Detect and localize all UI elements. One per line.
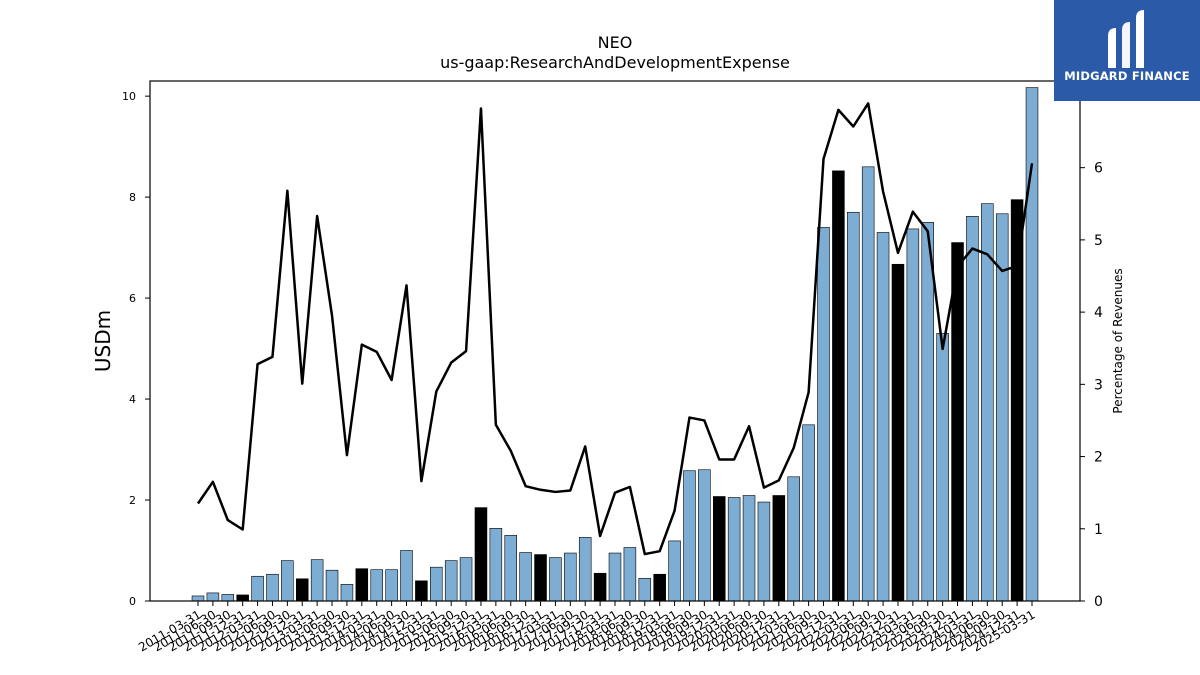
bar <box>906 228 920 602</box>
logo-text: MIDGARD FINANCE <box>1064 69 1190 83</box>
bar <box>847 211 860 602</box>
y-right-tick-label: 3 <box>1094 377 1103 393</box>
y-tick-label: 6 <box>129 292 136 305</box>
bar <box>310 559 324 602</box>
bar <box>921 222 934 602</box>
bar <box>489 527 503 602</box>
bar <box>698 469 711 602</box>
bar <box>861 166 875 602</box>
bar <box>802 424 815 602</box>
midgard-logo-icon <box>1108 10 1144 68</box>
y-axis-label: USDm <box>91 310 115 372</box>
bar <box>608 552 622 602</box>
chart-subtitle: us-gaap:ResearchAndDevelopmentExpense <box>440 53 790 72</box>
bar <box>281 560 294 602</box>
bar <box>757 501 771 602</box>
bar <box>504 535 518 602</box>
bar <box>251 575 264 602</box>
percentage-line <box>196 102 1034 556</box>
y-tick-label: 8 <box>129 191 136 204</box>
bar <box>534 554 547 602</box>
bar <box>832 170 845 602</box>
bar <box>787 476 800 602</box>
y-right-tick-label: 4 <box>1094 305 1103 321</box>
y-right-tick-label: 0 <box>1094 594 1103 610</box>
bar <box>400 550 413 602</box>
bar <box>772 495 786 602</box>
y-axis-right-label: Percentage of Revenues <box>1111 268 1125 413</box>
bar <box>564 552 577 602</box>
bar <box>653 573 666 602</box>
bar <box>876 232 890 602</box>
bar <box>459 557 473 602</box>
bar <box>191 595 205 602</box>
bar <box>966 216 979 602</box>
brand-logo: MIDGARD FINANCE <box>1054 0 1200 101</box>
bar <box>683 470 696 602</box>
bar <box>712 496 726 602</box>
y-tick-label: 10 <box>122 90 136 103</box>
bar <box>385 569 398 602</box>
bar <box>430 566 443 602</box>
bar <box>415 580 428 602</box>
y-tick-label: 2 <box>129 494 136 507</box>
bar <box>355 568 369 602</box>
bar <box>549 557 562 602</box>
bar <box>266 573 279 602</box>
chart-title: NEO <box>597 33 633 52</box>
bar <box>578 537 592 602</box>
y-tick-label: 0 <box>129 595 136 608</box>
y-tick-label: 4 <box>129 393 136 406</box>
bar <box>891 263 905 602</box>
bar <box>623 547 637 602</box>
bar <box>474 507 488 602</box>
bar <box>221 594 235 602</box>
bar <box>325 569 339 602</box>
y-right-tick-label: 2 <box>1094 450 1103 466</box>
bar <box>236 594 249 602</box>
bar <box>206 592 220 602</box>
bar <box>638 577 652 602</box>
bar <box>340 584 354 602</box>
y-right-tick-label: 5 <box>1094 233 1103 249</box>
bar <box>519 552 532 602</box>
bar <box>668 540 681 602</box>
bar <box>936 333 949 602</box>
bar <box>370 569 383 602</box>
bar <box>727 497 741 602</box>
y-right-tick-label: 1 <box>1094 522 1103 538</box>
bar <box>817 227 830 602</box>
bar <box>981 203 994 602</box>
bar <box>742 495 756 602</box>
bar <box>444 560 458 602</box>
bar <box>295 578 309 602</box>
y-right-tick-label: 6 <box>1094 161 1103 177</box>
bar <box>593 572 607 602</box>
